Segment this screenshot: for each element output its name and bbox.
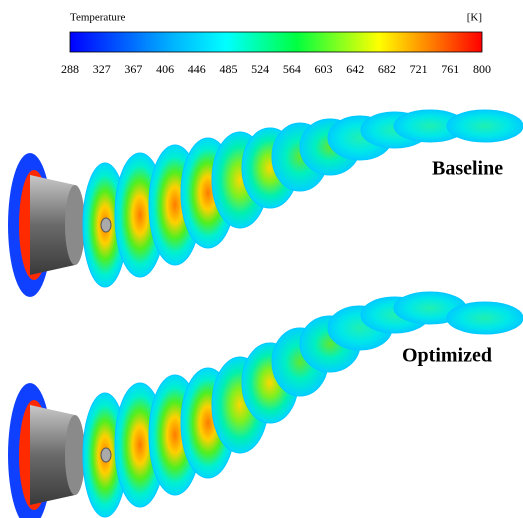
hub bbox=[101, 448, 111, 462]
colorbar-tick-label: 564 bbox=[283, 62, 301, 76]
figure-canvas: Temperature [K] 288 327 367 406 446 485 524 564… bbox=[0, 0, 523, 518]
hub bbox=[101, 218, 111, 232]
nozzle-face bbox=[65, 185, 85, 265]
colorbar-tick-label: 367 bbox=[124, 62, 142, 76]
figure: Temperature [K] 288 327 367 406 446 485 524 564… bbox=[0, 0, 523, 518]
colorbar-tick-label: 524 bbox=[251, 62, 269, 76]
colorbar-tick-label: 800 bbox=[473, 62, 491, 76]
nozzle-face bbox=[65, 415, 85, 495]
panel-label: Optimized bbox=[402, 345, 492, 367]
colorbar-tick-label: 603 bbox=[315, 62, 333, 76]
colorbar-tick-label: 485 bbox=[219, 62, 237, 76]
colorbar-unit: [K] bbox=[467, 12, 482, 24]
plume-slice bbox=[447, 302, 523, 334]
colorbar-tick-label: 406 bbox=[156, 62, 174, 76]
plume-slice bbox=[447, 110, 523, 142]
colorbar-tick-label: 446 bbox=[188, 62, 206, 76]
panel-label: Baseline bbox=[432, 158, 503, 180]
colorbar-tick-label: 327 bbox=[93, 62, 111, 76]
colorbar-tick-label: 642 bbox=[346, 62, 364, 76]
colorbar-title: Temperature bbox=[70, 12, 126, 24]
colorbar-tick-label: 761 bbox=[441, 62, 459, 76]
plume bbox=[8, 110, 523, 297]
colorbar-tick-label: 721 bbox=[410, 62, 428, 76]
colorbar bbox=[70, 32, 482, 52]
colorbar-tick-label: 288 bbox=[61, 62, 79, 76]
colorbar-tick-label: 682 bbox=[378, 62, 396, 76]
plume bbox=[8, 292, 523, 518]
